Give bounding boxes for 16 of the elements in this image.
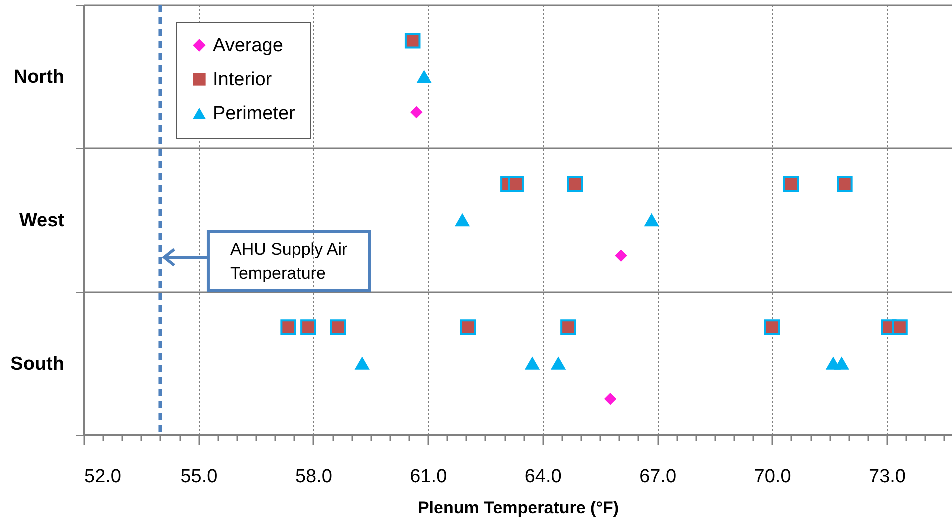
x-tick-label: 52.0 bbox=[84, 466, 122, 488]
ref-line-label: AHU Supply Air Temperature bbox=[230, 240, 348, 283]
x-tick-label: 55.0 bbox=[180, 466, 218, 488]
y-tick-label: West bbox=[19, 210, 66, 232]
x-tick-label: 70.0 bbox=[754, 466, 792, 488]
legend-label: Perimeter bbox=[213, 104, 296, 124]
legend-label: Interior bbox=[213, 70, 273, 90]
x-axis-title: Plenum Temperature (°F) bbox=[418, 498, 620, 518]
y-tick-label: North bbox=[14, 67, 64, 88]
x-tick-label: 67.0 bbox=[640, 466, 677, 488]
x-tick-label: 61.0 bbox=[410, 466, 448, 488]
legend-label: Average bbox=[213, 36, 284, 56]
x-tick-label: 73.0 bbox=[869, 466, 906, 488]
x-tick-label: 64.0 bbox=[524, 466, 562, 488]
x-tick-label: 58.0 bbox=[295, 466, 332, 488]
y-tick-label: South bbox=[10, 354, 64, 375]
